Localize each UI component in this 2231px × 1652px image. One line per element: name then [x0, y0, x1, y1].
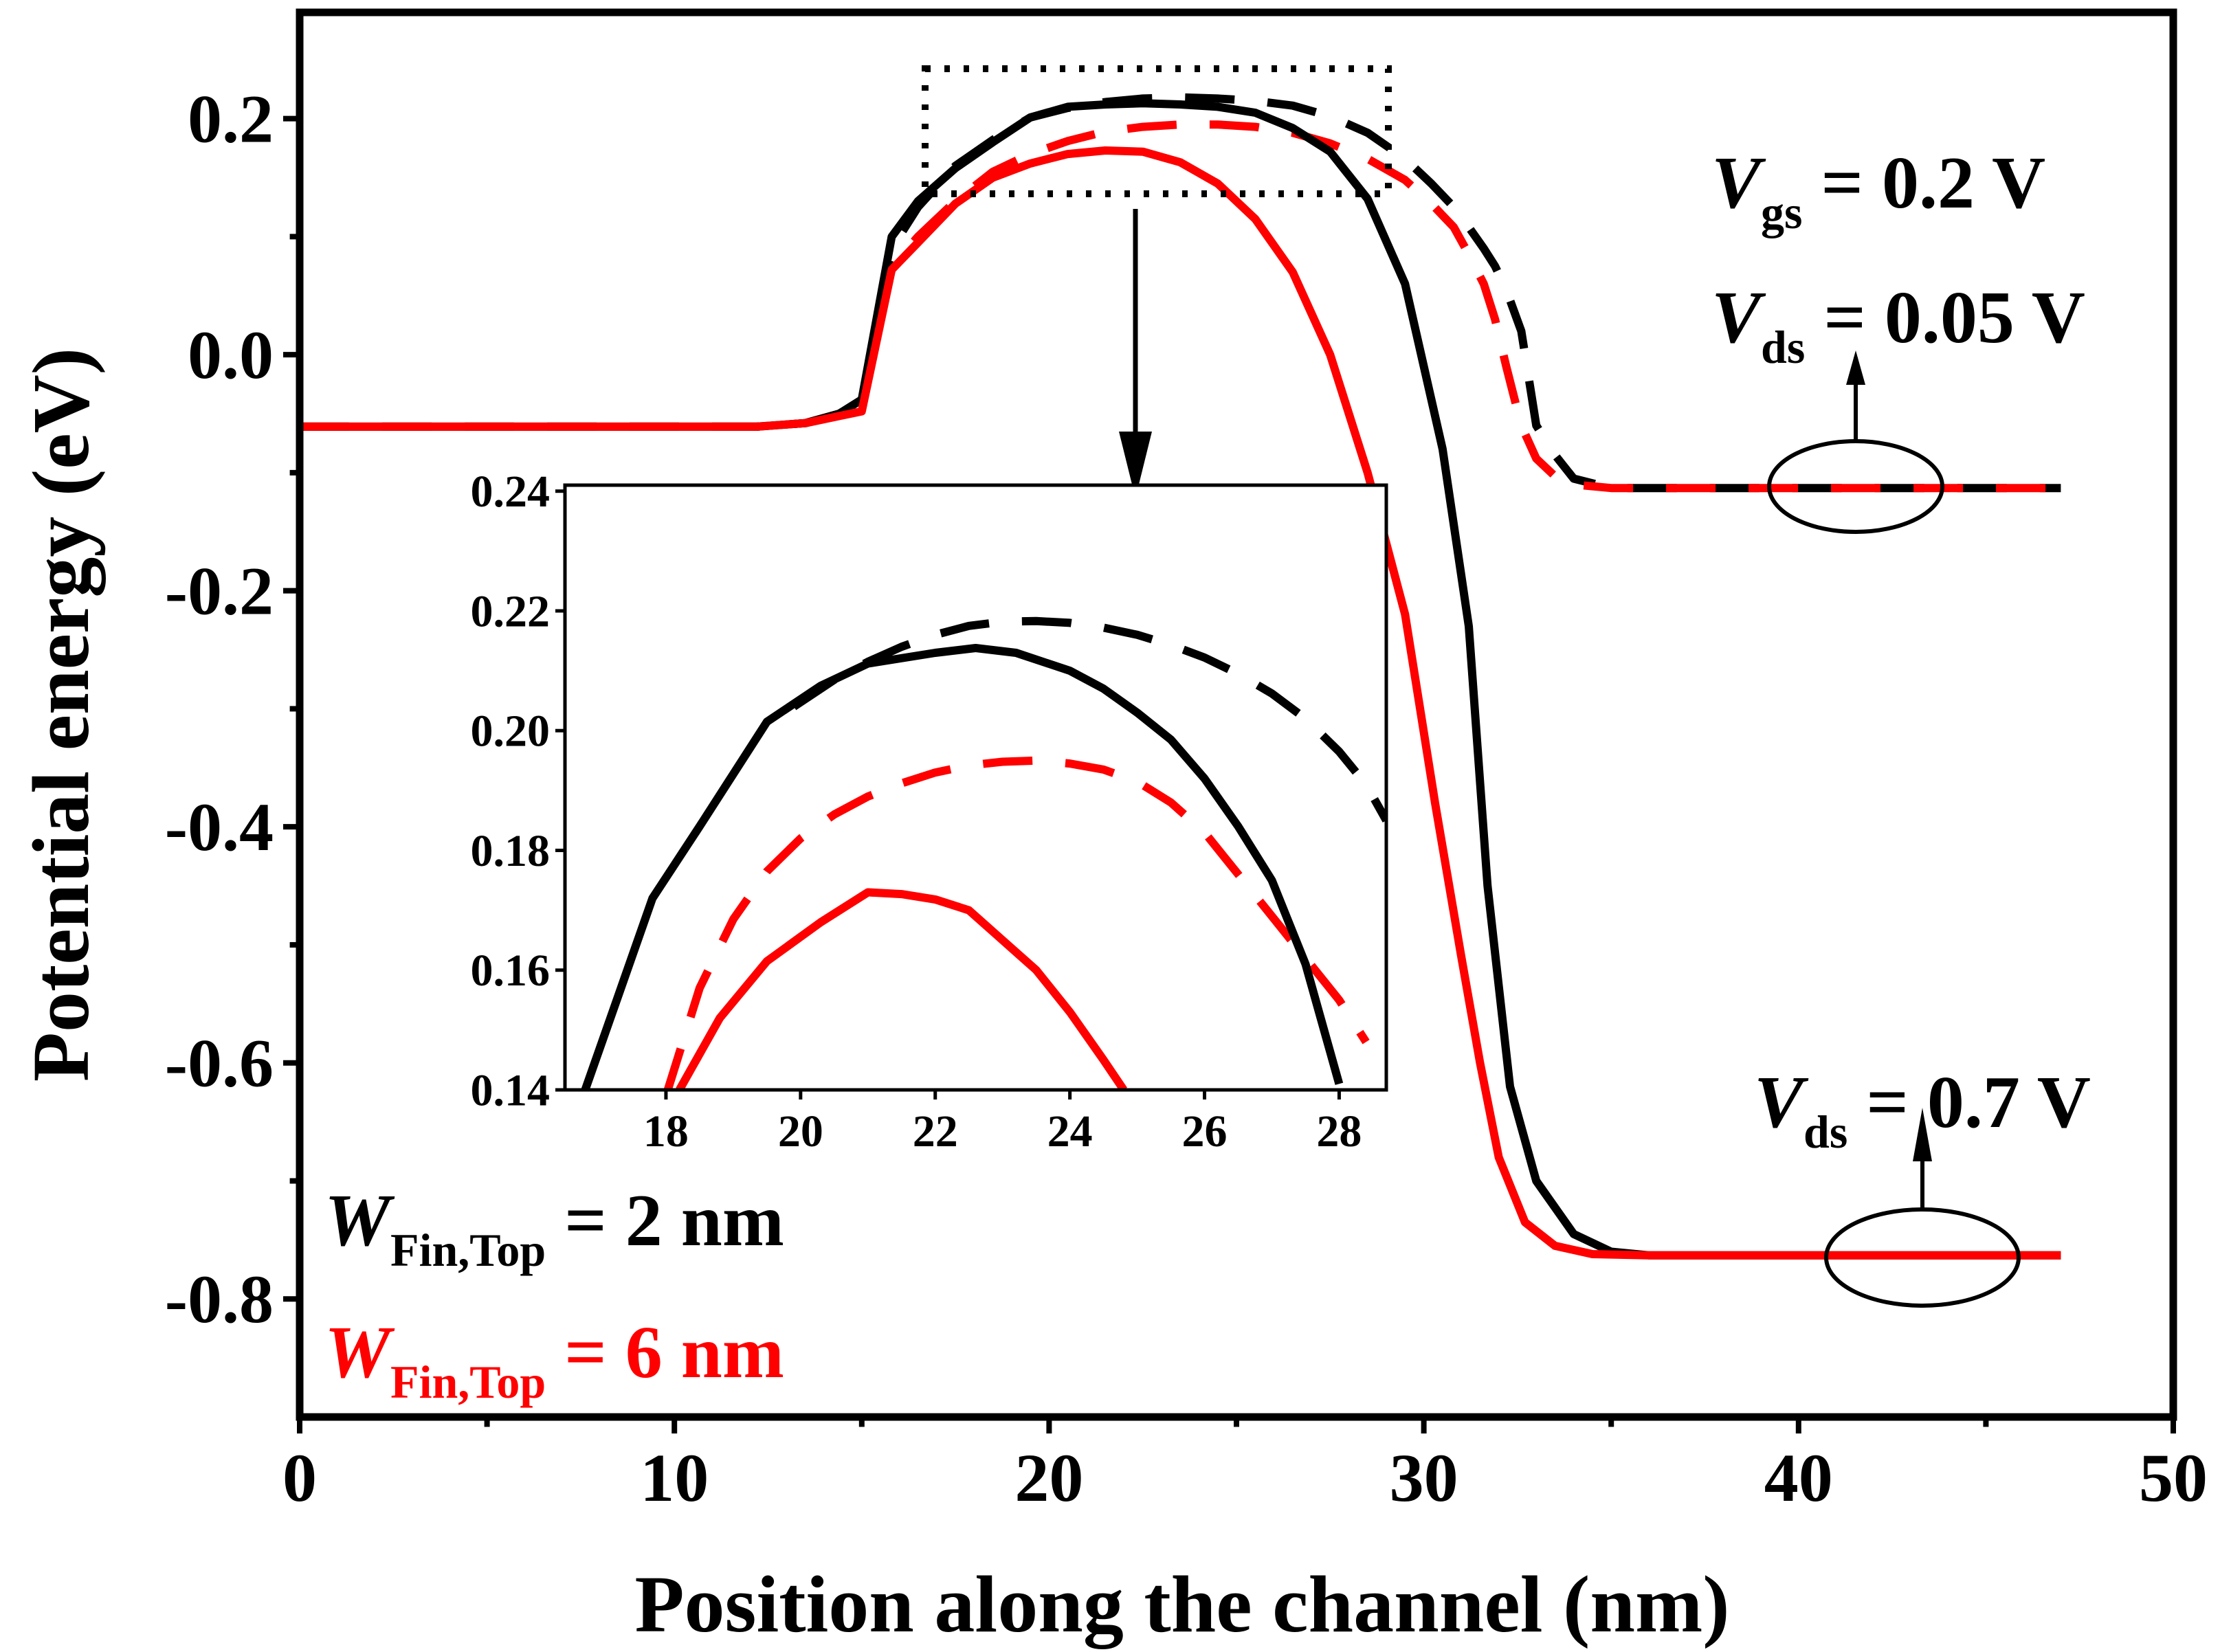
vds-high-pointer-head — [1913, 1108, 1932, 1161]
series-line — [300, 146, 2061, 1260]
y-axis-label: Potential energy (eV) — [16, 348, 106, 1082]
inset-plot-frame — [563, 483, 1388, 1092]
main-plot-frame — [296, 8, 2177, 1421]
zoom-arrow-head — [1119, 432, 1152, 498]
y-tick-label: 0.18 — [471, 826, 551, 876]
y-tick-label: -0.6 — [165, 1025, 274, 1102]
x-tick-label: 20 — [1014, 1440, 1083, 1516]
x-tick-label: 10 — [640, 1440, 709, 1516]
x-tick-label: 0 — [282, 1440, 317, 1516]
series-line — [300, 93, 2061, 493]
x-tick-label: 26 — [1182, 1106, 1228, 1157]
series-line — [300, 99, 2061, 1260]
series-line — [791, 616, 1386, 823]
y-tick-label: -0.4 — [165, 789, 274, 865]
annotation-vgs: Vgs = 0.2 V — [1711, 142, 2045, 238]
inset-series — [581, 616, 1386, 1090]
series-line — [300, 120, 2061, 493]
x-axis-label: Position along the channel (nm) — [634, 1559, 1729, 1649]
series-line — [581, 644, 1344, 1090]
x-tick-label: 50 — [2139, 1440, 2208, 1516]
main-tick-labels: 0 10 20 30 40 50 0.2 0.0 -0.2 -0.4 -0.6 -0.8 — [165, 81, 2208, 1516]
legend-entry-2nm: WFin,Top = 2 nm — [324, 1180, 784, 1276]
vds-low-ellipse — [1767, 439, 1944, 534]
inset-tick-labels: 18 20 22 24 26 28 0.14 0.16 0.18 0.20 0.22 0.24 — [471, 467, 1362, 1157]
vds-low-pointer-head — [1846, 350, 1865, 385]
x-tick-label: 22 — [913, 1106, 958, 1157]
y-tick-label: 0.20 — [471, 706, 551, 757]
y-tick-label: -0.2 — [165, 553, 274, 629]
x-tick-label: 20 — [778, 1106, 823, 1157]
x-tick-label: 40 — [1764, 1440, 1833, 1516]
zoom-region-box — [922, 65, 1392, 197]
main-series — [300, 93, 2061, 1260]
x-tick-label: 30 — [1390, 1440, 1458, 1516]
y-tick-label: 0.2 — [188, 81, 274, 157]
inset-background — [565, 485, 1386, 1090]
x-tick-label: 24 — [1047, 1106, 1093, 1157]
legend-entry-6nm: WFin,Top = 6 nm — [324, 1312, 784, 1408]
x-tick-label: 18 — [643, 1106, 689, 1157]
annotation-vds-low: Vds = 0.05 V — [1711, 277, 2085, 373]
x-tick-label: 28 — [1316, 1106, 1362, 1157]
y-tick-label: 0.24 — [471, 467, 551, 517]
y-tick-label: 0.16 — [471, 946, 551, 996]
series-line — [663, 756, 1370, 1090]
series-line — [676, 888, 1127, 1090]
annotation-vds-high: Vds = 0.7 V — [1754, 1062, 2091, 1158]
y-tick-label: 0.14 — [471, 1065, 551, 1115]
y-tick-label: 0.22 — [471, 586, 551, 636]
y-tick-label: -0.8 — [165, 1261, 274, 1337]
y-tick-label: 0.0 — [188, 317, 274, 393]
